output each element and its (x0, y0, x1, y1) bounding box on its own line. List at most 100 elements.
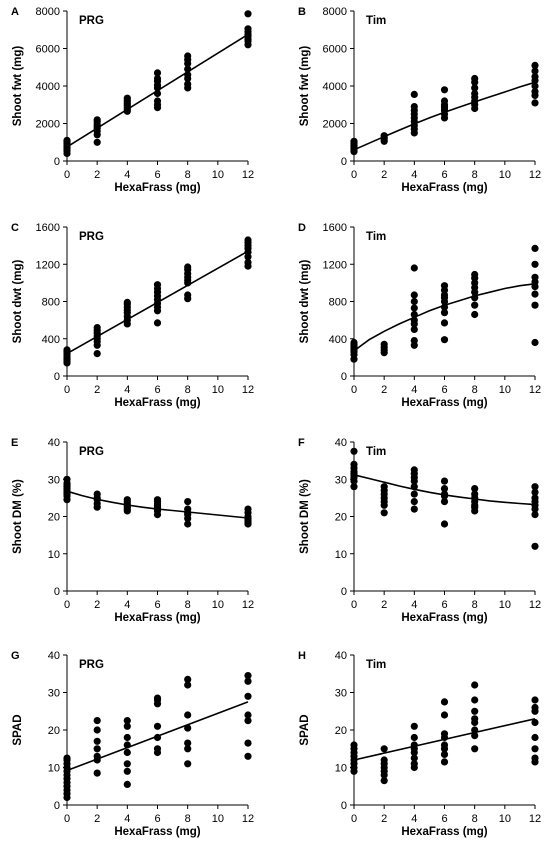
data-point (440, 750, 449, 759)
data-point (123, 760, 131, 768)
data-point (531, 67, 539, 75)
data-point (244, 672, 252, 680)
y-tick-label: 20 (48, 512, 60, 524)
data-point (440, 698, 449, 706)
data-point (440, 97, 449, 105)
x-tick-label: 6 (441, 384, 447, 396)
data-point (93, 726, 101, 734)
x-axis-title: HexaFrass (mg) (114, 397, 200, 409)
data-point (153, 74, 162, 83)
data-point (350, 447, 358, 455)
data-point (531, 82, 539, 90)
x-tick-label: 0 (351, 169, 357, 181)
data-point (410, 310, 418, 319)
data-point (123, 733, 131, 742)
y-axis-title: Shoot fwt (mg) (299, 46, 311, 127)
panel-title: PRG (79, 659, 104, 671)
x-tick-label: 8 (472, 599, 478, 611)
data-point (184, 745, 192, 753)
data-point (440, 520, 449, 528)
data-point (123, 722, 131, 730)
data-point (244, 717, 252, 725)
data-point (350, 137, 358, 145)
panel-c: 0 400 800 1200 1600 0 2 4 6 8 10 12 HexaFrass (mg) Sh… (11, 222, 254, 409)
data-point (440, 477, 449, 485)
x-tick-label: 2 (94, 599, 100, 611)
data-point (440, 303, 449, 311)
panel-title: PRG (79, 15, 104, 27)
data-point (350, 460, 358, 468)
data-point (244, 505, 252, 513)
y-tick-label: 1200 (323, 259, 347, 271)
panel-title: Tim (366, 231, 386, 243)
x-tick-label: 10 (499, 169, 511, 181)
data-point (531, 488, 539, 496)
x-tick-label: 4 (124, 384, 130, 396)
data-point (531, 260, 539, 268)
data-point (410, 264, 418, 272)
x-tick-label: 12 (529, 813, 541, 825)
data-point (531, 733, 539, 742)
data-point (93, 324, 101, 332)
y-tick-label: 0 (341, 156, 347, 168)
data-point (153, 694, 162, 702)
data-point (410, 733, 418, 742)
data-point (244, 258, 252, 266)
data-point (184, 498, 192, 506)
data-point (380, 483, 388, 491)
y-tick-label: 0 (341, 586, 347, 598)
data-point (471, 745, 479, 753)
y-axis-title: Shoot dwt (mg) (299, 260, 311, 344)
x-axis-title: HexaFrass (mg) (401, 826, 487, 838)
data-point (531, 88, 539, 96)
panel-g: 0 10 20 30 40 0 2 4 6 8 10 12 HexaFrass (mg) SPAD G PRG (11, 650, 254, 838)
panel-e: 0 10 20 30 40 0 2 4 6 8 10 12 HexaFrass (mg) Shoot DM… (11, 437, 254, 624)
data-point (471, 89, 479, 98)
x-tick-label: 6 (441, 169, 447, 181)
data-point (184, 52, 192, 60)
data-point (531, 99, 539, 107)
x-tick-label: 12 (529, 169, 541, 181)
y-tick-label: 0 (341, 371, 347, 383)
y-tick-label: 1200 (36, 259, 60, 271)
data-point (123, 496, 131, 504)
data-point (184, 505, 192, 513)
y-tick-label: 400 (42, 334, 60, 346)
x-tick-label: 10 (212, 384, 224, 396)
x-tick-label: 4 (411, 384, 417, 396)
y-tick-label: 40 (335, 437, 347, 449)
x-tick-label: 12 (242, 169, 254, 181)
panel-b: 0 2000 4000 6000 8000 0 2 4 6 8 10 12 HexaFrass (mg)… (298, 6, 541, 194)
panel-label: C (11, 222, 19, 234)
x-tick-label: 10 (499, 599, 511, 611)
panel-title: PRG (79, 231, 104, 243)
x-axis-title: HexaFrass (mg) (114, 826, 200, 838)
panel-a: 0 2000 4000 6000 8000 0 2 4 6 8 10 12 HexaFrass (mg)… (11, 6, 254, 194)
x-axis-title: HexaFrass (mg) (114, 182, 200, 194)
x-axis-title: HexaFrass (mg) (401, 397, 487, 409)
data-point (410, 337, 418, 345)
data-point (123, 298, 131, 306)
data-point (123, 780, 131, 789)
y-tick-label: 20 (335, 512, 347, 524)
data-point (244, 739, 252, 747)
y-axis-title: Shoot dwt (mg) (12, 260, 24, 344)
data-point (244, 752, 252, 760)
data-point (471, 707, 479, 715)
panel-label: H (298, 650, 306, 662)
data-point (244, 692, 252, 700)
x-tick-label: 0 (351, 384, 357, 396)
data-point (153, 319, 162, 327)
data-point (531, 754, 539, 762)
data-point (531, 290, 539, 298)
data-point (380, 132, 388, 140)
x-tick-label: 0 (64, 384, 70, 396)
x-tick-label: 2 (381, 169, 387, 181)
x-tick-label: 4 (411, 599, 417, 611)
data-point (471, 270, 479, 279)
data-point (93, 717, 101, 725)
x-tick-label: 12 (242, 599, 254, 611)
x-tick-label: 8 (185, 169, 191, 181)
x-tick-label: 2 (381, 813, 387, 825)
data-point (471, 84, 479, 92)
